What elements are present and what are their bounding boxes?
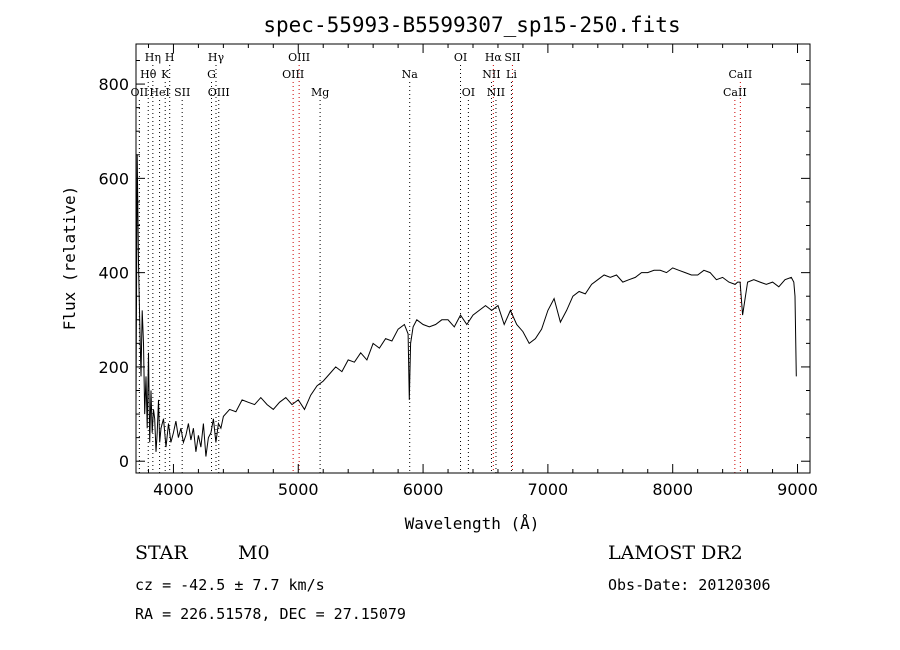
chart-title: spec-55993-B5599307_sp15-250.fits	[263, 13, 680, 37]
x-axis-label: Wavelength (Å)	[405, 514, 540, 533]
y-axis-label: Flux (relative)	[60, 186, 79, 331]
spectral-line-label: Hα	[485, 51, 503, 64]
spectral-line-label: CaII	[723, 86, 747, 99]
y-tick-label: 200	[98, 358, 129, 377]
y-tick-label: 0	[119, 452, 129, 471]
spectral-line-label: Na	[402, 68, 419, 81]
spectral-line-label: SII	[504, 51, 520, 64]
spectral-line-label: H	[165, 51, 175, 64]
spectral-line-label: NII	[487, 86, 505, 99]
y-tick-label: 600	[98, 169, 129, 188]
spectral-line-label: OI	[454, 51, 467, 64]
spectral-line-label: NII	[482, 68, 500, 81]
object-subclass: M0	[238, 542, 270, 564]
spectral-line-label: HeI	[149, 86, 169, 99]
spectral-line-label: Hθ	[140, 68, 157, 81]
spectral-line-label: OIII	[288, 51, 310, 64]
x-tick-label: 8000	[652, 480, 693, 499]
x-tick-label: 5000	[278, 480, 319, 499]
x-tick-label: 4000	[153, 480, 194, 499]
axis-ticks: 4000 5000 6000 7000 8000 9000 0 200 400 600 800	[98, 44, 818, 499]
object-class: STAR	[135, 542, 188, 564]
spectral-line-markers: Hη H Hθ K OII HeI SII Hγ G OIII OIII OIII Mg Na OI OI Hα…	[131, 51, 753, 473]
spectral-line-label: OII	[131, 86, 149, 99]
obs-date-text: Obs-Date: 20120306	[608, 576, 771, 594]
x-tick-label: 6000	[403, 480, 444, 499]
plot-frame	[135, 43, 811, 474]
spectrum-series-line	[135, 154, 797, 457]
survey-name: LAMOST DR2	[608, 542, 743, 564]
spectral-line-label: OI	[462, 86, 475, 99]
spectral-line-label: Hη	[145, 51, 161, 64]
spectral-line-label: Mg	[311, 86, 329, 99]
coordinates-text: RA = 226.51578, DEC = 27.15079	[135, 605, 406, 623]
spectral-line-label: OIII	[282, 68, 304, 81]
y-tick-label: 400	[98, 264, 129, 283]
spectral-line-label: G	[207, 68, 216, 81]
spectral-line-label: SII	[174, 86, 190, 99]
spectral-line-label: Li	[506, 68, 517, 81]
x-tick-label: 7000	[528, 480, 569, 499]
spectral-line-label: OIII	[208, 86, 230, 99]
x-tick-label: 9000	[777, 480, 818, 499]
spectral-line-label: K	[161, 68, 170, 81]
spectral-line-label: CaII	[729, 68, 753, 81]
y-tick-label: 800	[98, 75, 129, 94]
redshift-text: cz = -42.5 ± 7.7 km/s	[135, 576, 325, 594]
spectral-line-label: Hγ	[208, 51, 225, 64]
